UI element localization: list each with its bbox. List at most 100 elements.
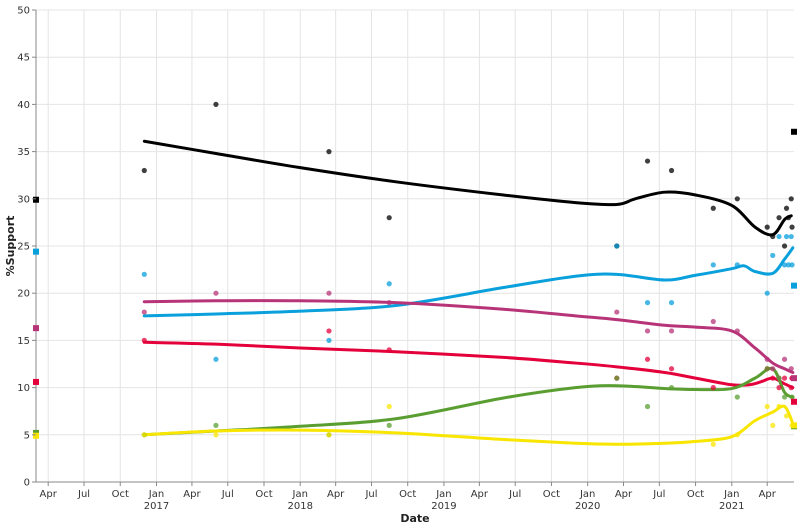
- y-tick-label: 15: [17, 336, 30, 347]
- series-3-point: [770, 375, 776, 381]
- series-1-point: [764, 290, 770, 296]
- series-1-point: [734, 262, 740, 268]
- x-tick-label: Apr: [183, 489, 201, 500]
- y-tick-label: 40: [17, 100, 30, 111]
- series-2-point: [614, 309, 620, 315]
- y-tick-label: 5: [24, 430, 30, 441]
- x-tick-label: Oct: [255, 489, 272, 500]
- series-1-end-marker: [791, 282, 797, 289]
- x-tick-label: Jul: [221, 489, 234, 500]
- series-0-trend-line: [142, 139, 793, 237]
- series-1-start-marker: [33, 248, 39, 255]
- y-axis-title: %Support: [4, 216, 17, 277]
- series-4-point: [644, 403, 651, 410]
- series-5-point: [764, 403, 770, 410]
- series-0-point: [764, 224, 770, 230]
- series-0-point: [386, 215, 392, 221]
- series-1-point: [668, 300, 675, 306]
- series-3-point: [710, 385, 716, 391]
- series-3-point: [386, 347, 392, 353]
- series-3-point: [781, 375, 788, 381]
- series-0-point: [734, 196, 740, 202]
- y-tick-label: 20: [17, 289, 30, 300]
- x-tick-label: Apr: [615, 489, 633, 500]
- series-0-point: [785, 215, 792, 221]
- series-3-end-marker: [791, 398, 797, 405]
- series-0-point: [781, 243, 788, 249]
- x-tick-label: Oct: [112, 489, 129, 500]
- series-4-point: [614, 375, 620, 381]
- y-tick-label: 0: [24, 478, 30, 489]
- series-1-point: [783, 233, 790, 240]
- y-tick-label: 45: [17, 53, 30, 64]
- series-2-point: [213, 290, 219, 296]
- x-tick-year-label: 2020: [575, 501, 600, 512]
- series-1-point: [781, 262, 788, 268]
- x-tick-label: Jan: [579, 489, 595, 500]
- series-4-point: [213, 422, 219, 428]
- series-4-point: [781, 394, 788, 400]
- series-0-point: [213, 101, 219, 107]
- x-tick-label: Jan: [723, 489, 739, 500]
- series-2-point: [781, 356, 788, 362]
- x-tick-label: Jul: [652, 489, 665, 500]
- series-5-end-marker: [791, 422, 797, 429]
- x-tick-year-label: 2018: [287, 501, 312, 512]
- series-1-point: [644, 300, 651, 306]
- x-tick-year-label: 2017: [144, 501, 169, 512]
- marker-layer: [33, 128, 797, 439]
- series-5-point: [213, 432, 219, 438]
- series-0-point: [644, 158, 651, 164]
- x-tick-label: Apr: [327, 489, 345, 500]
- series-1-point: [614, 243, 620, 249]
- series-0-point: [789, 224, 795, 230]
- series-2-point: [644, 328, 651, 334]
- x-tick-label: Apr: [40, 489, 58, 500]
- x-tick-label: Oct: [687, 489, 704, 500]
- series-5-start-marker: [33, 432, 39, 439]
- series-0-point: [770, 233, 776, 240]
- y-tick-label: 35: [17, 147, 30, 158]
- series-2-point: [386, 300, 392, 306]
- series-3-point: [788, 385, 794, 391]
- series-3-point: [141, 337, 147, 343]
- y-tick-label: 30: [17, 194, 30, 205]
- series-2-start-marker: [33, 325, 39, 332]
- series-1-point: [710, 262, 716, 268]
- series-3-point: [668, 366, 675, 372]
- series-1-point: [770, 252, 776, 259]
- x-tick-label: Jan: [148, 489, 164, 500]
- series-0-point: [141, 167, 147, 174]
- series-4-point: [668, 385, 675, 391]
- x-tick-label: Jul: [508, 489, 521, 500]
- series-1-point: [776, 233, 782, 240]
- series-2-point: [770, 366, 776, 372]
- y-tick-label: 50: [17, 6, 30, 17]
- series-2-point: [141, 309, 147, 315]
- series-1-trend-line: [142, 246, 795, 318]
- series-1-point: [386, 281, 392, 287]
- series-0-point: [788, 196, 794, 202]
- series-5-point: [783, 413, 790, 419]
- series-0-point: [710, 205, 716, 211]
- series-5-point: [326, 432, 332, 438]
- y-tick-label: 25: [17, 242, 30, 253]
- series-1-point: [789, 262, 795, 268]
- x-tick-label: Jul: [77, 489, 90, 500]
- series-2-point: [734, 328, 740, 334]
- series-2-end-marker: [791, 375, 797, 382]
- x-tick-label: Apr: [471, 489, 489, 500]
- series-2-point: [326, 290, 332, 296]
- series-0-point: [668, 167, 675, 174]
- series-2-point: [764, 356, 770, 362]
- series-5-trend-line: [142, 404, 795, 446]
- x-tick-label: Apr: [759, 489, 777, 500]
- series-3-point: [644, 356, 651, 362]
- series-4-point: [789, 394, 795, 400]
- series-5-point: [776, 403, 782, 410]
- series-0-point: [776, 215, 782, 221]
- series-4-point: [776, 375, 782, 381]
- series-0-end-marker: [791, 128, 797, 135]
